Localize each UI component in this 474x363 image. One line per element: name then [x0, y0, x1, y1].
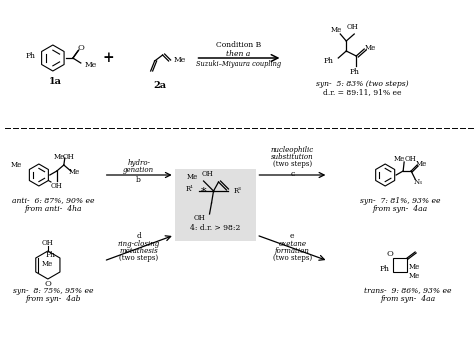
Text: anti- 6: 87%, 90% ee: anti- 6: 87%, 90% ee [11, 197, 94, 205]
Text: Me: Me [69, 168, 81, 176]
Bar [174, 169, 256, 241]
Text: from anti- 4ha: from anti- 4ha [24, 205, 82, 213]
Text: OH: OH [42, 239, 54, 247]
Text: ring-closing: ring-closing [118, 240, 160, 248]
Text: (two steps): (two steps) [273, 254, 312, 262]
Text: syn- 7: 81%, 93% ee: syn- 7: 81%, 93% ee [360, 197, 440, 205]
Text: Suzuki–Miyaura coupling: Suzuki–Miyaura coupling [196, 60, 281, 68]
Text: 4: d.r. > 98:2: 4: d.r. > 98:2 [191, 224, 241, 232]
Text: Ph: Ph [323, 57, 333, 65]
Text: d.r. = 89:11, 91% ee: d.r. = 89:11, 91% ee [323, 88, 401, 96]
Text: c: c [290, 170, 294, 178]
Text: ∗: ∗ [200, 185, 207, 195]
Text: d: d [136, 232, 141, 240]
Text: oxetane: oxetane [278, 240, 306, 248]
Text: Me: Me [416, 160, 427, 168]
Text: OH: OH [201, 170, 213, 178]
Text: O: O [45, 280, 51, 288]
Text: from syn- 4aa: from syn- 4aa [381, 295, 436, 303]
Text: 1a: 1a [49, 77, 63, 86]
Text: from syn- 4ab: from syn- 4ab [25, 295, 81, 303]
Text: 2a: 2a [153, 81, 166, 90]
Text: b: b [136, 176, 141, 184]
Text: from syn- 4aa: from syn- 4aa [373, 205, 428, 213]
Text: Ph: Ph [46, 251, 56, 259]
Text: formation: formation [275, 247, 310, 255]
Text: (two steps): (two steps) [119, 254, 158, 262]
Text: Me: Me [173, 56, 186, 64]
Text: Ph: Ph [349, 68, 359, 76]
Text: Ph: Ph [379, 265, 389, 273]
Text: R³: R³ [234, 187, 241, 195]
Text: Me: Me [365, 44, 376, 52]
Text: OH: OH [404, 155, 416, 163]
Text: OH: OH [346, 23, 358, 31]
Text: genation: genation [123, 166, 154, 174]
Text: Me: Me [42, 260, 53, 268]
Text: (two steps): (two steps) [273, 160, 312, 168]
Text: O: O [77, 44, 84, 52]
Text: Me: Me [393, 155, 405, 163]
Text: Ph: Ph [26, 52, 36, 60]
Text: metathesis: metathesis [119, 247, 158, 255]
Text: OH: OH [51, 182, 63, 190]
Text: substitution: substitution [271, 153, 314, 161]
Text: Me: Me [53, 153, 64, 161]
Text: +: + [103, 51, 115, 65]
Text: Condition B: Condition B [216, 41, 261, 49]
Text: hydro-: hydro- [127, 159, 150, 167]
Text: Me: Me [409, 272, 420, 280]
Text: Me: Me [331, 26, 342, 34]
Text: then a: then a [227, 50, 251, 58]
Text: trans- 9: 86%, 93% ee: trans- 9: 86%, 93% ee [365, 287, 452, 295]
Text: Me: Me [409, 263, 420, 271]
Text: Me: Me [85, 61, 97, 69]
Text: OH: OH [194, 214, 206, 222]
Text: OH: OH [63, 153, 75, 161]
Text: nucleophilic: nucleophilic [271, 146, 314, 154]
Text: syn- 5: 83% (two steps): syn- 5: 83% (two steps) [316, 80, 409, 88]
Text: Me: Me [10, 161, 22, 169]
Text: syn- 8: 75%, 95% ee: syn- 8: 75%, 95% ee [13, 287, 93, 295]
Text: R¹: R¹ [185, 185, 193, 193]
Text: O: O [387, 250, 393, 258]
Text: e: e [290, 232, 295, 240]
Text: N₃: N₃ [414, 178, 422, 186]
Text: Me: Me [186, 173, 198, 181]
